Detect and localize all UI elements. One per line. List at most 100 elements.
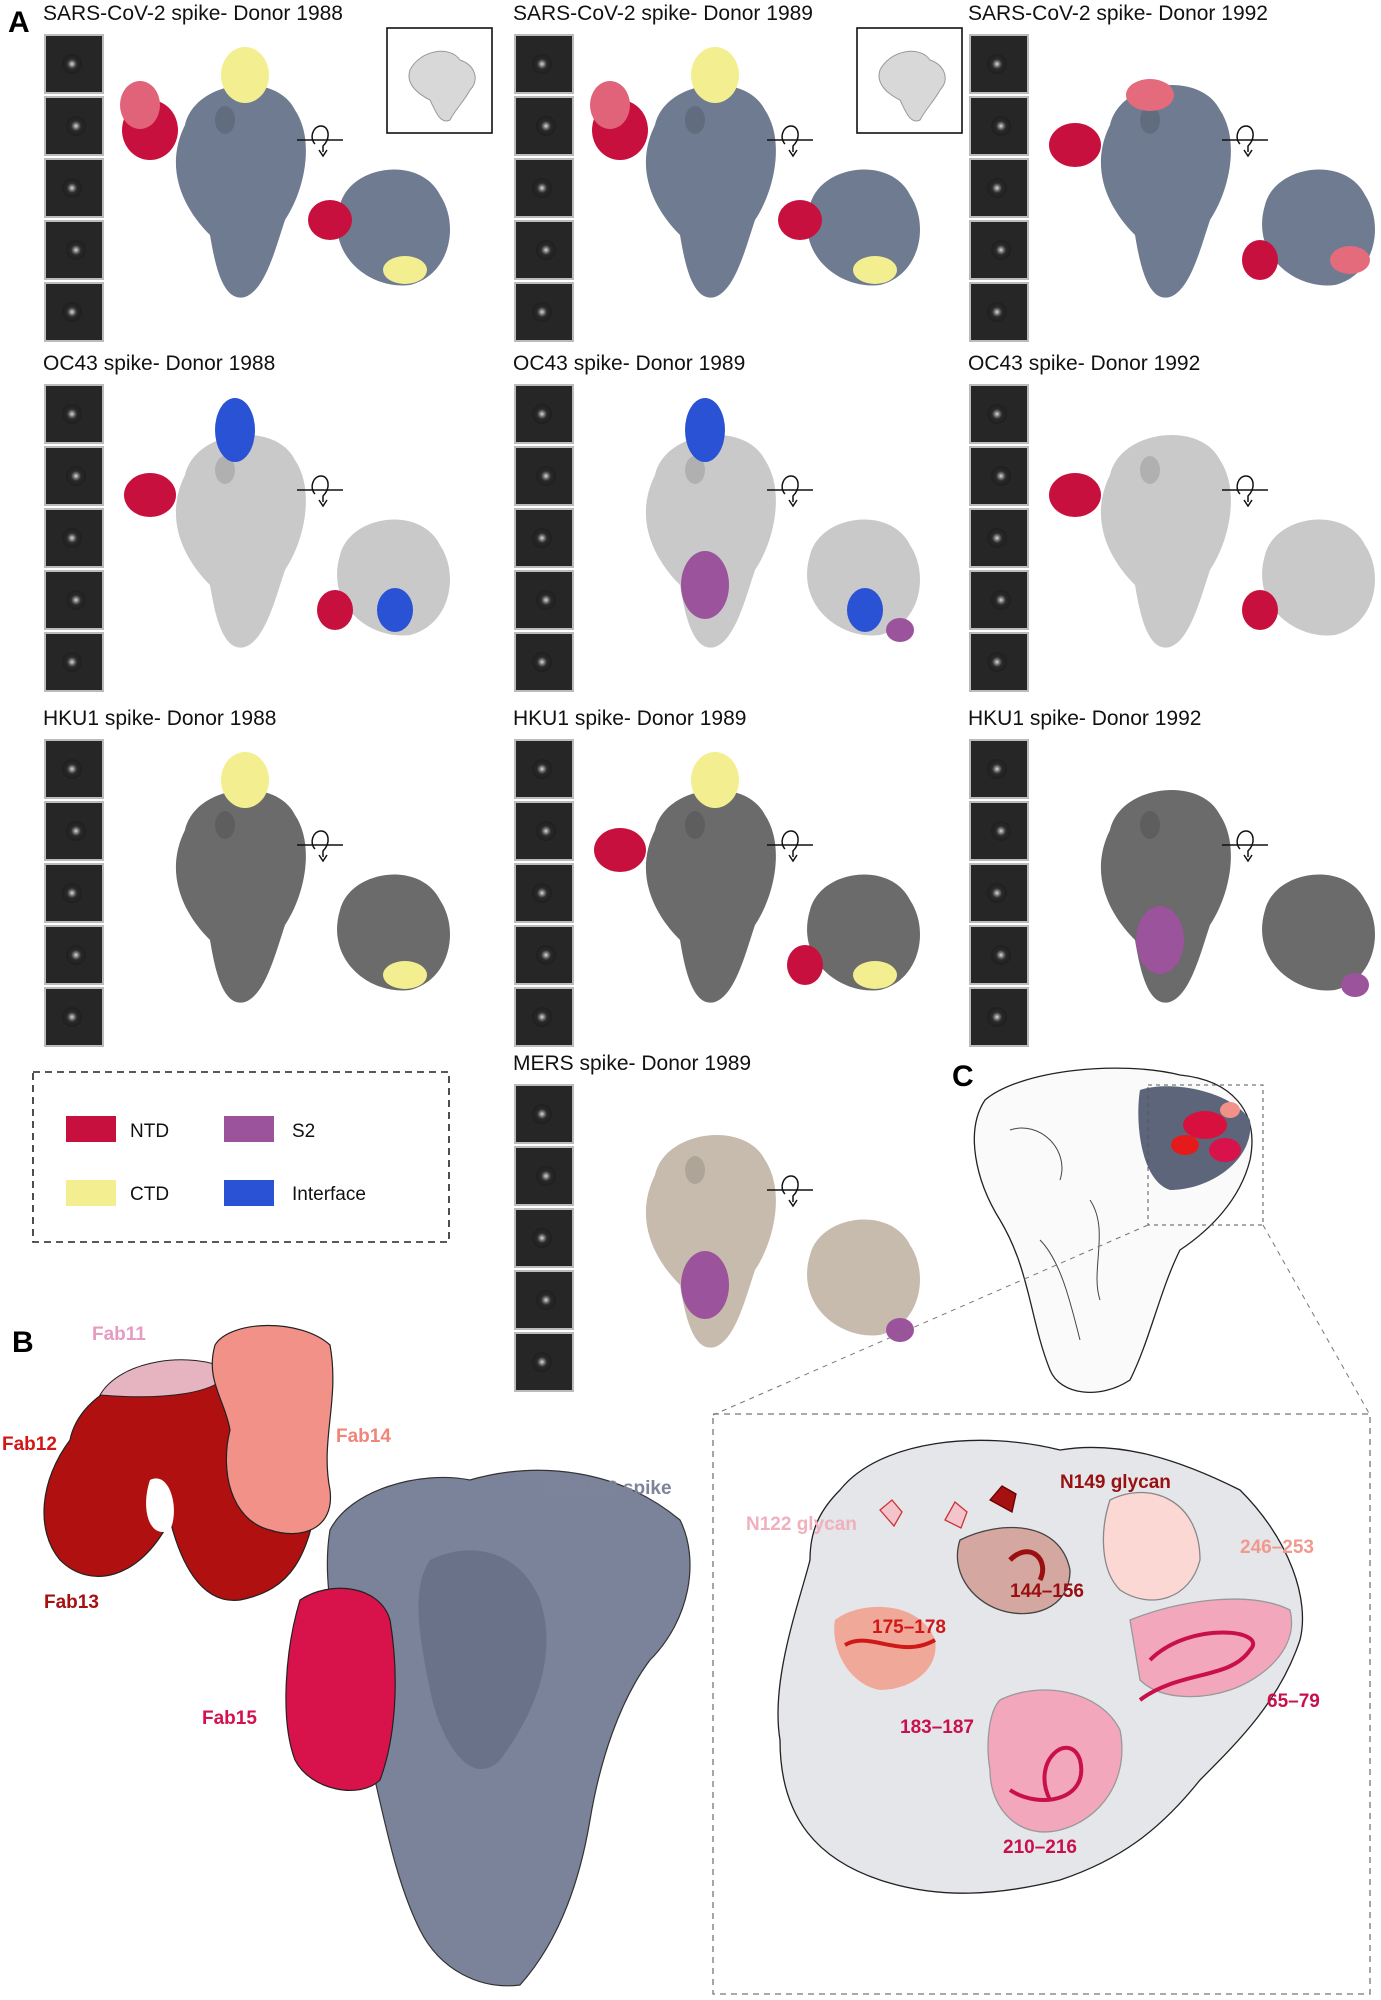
epitope-ntd-multi	[778, 200, 822, 240]
epitope-ntd	[1049, 123, 1101, 167]
panel-title: HKU1 spike- Donor 1988	[43, 707, 276, 730]
spike-map-rotated	[787, 874, 920, 991]
legend-label-interface: Interface	[292, 1184, 366, 1205]
panel-title: OC43 spike- Donor 1992	[968, 352, 1200, 375]
class-average-thumbnail	[44, 158, 104, 218]
epitope-s2	[681, 551, 729, 619]
panel-a-item: HKU1 spike- Donor 1992	[968, 707, 1375, 1047]
class-average-thumbnail	[514, 446, 574, 506]
inset-map	[386, 27, 493, 134]
epitope-ctd	[691, 47, 739, 103]
class-average-thumbnail	[514, 1208, 574, 1268]
class-average-thumbnail	[514, 158, 574, 218]
panel-letter-a: A	[8, 6, 30, 39]
zoom-box	[712, 1413, 1371, 1995]
panel-a-item: SARS-CoV-2 spike- Donor 1989	[513, 2, 963, 342]
panel-title: SARS-CoV-2 spike- Donor 1989	[513, 2, 813, 25]
spike-map-rotated	[1242, 169, 1375, 286]
fab14-density	[211, 1324, 334, 1535]
epitope-ntd-multi	[308, 200, 352, 240]
class-average-thumbnail	[44, 220, 104, 280]
class-average-thumbnail	[969, 446, 1029, 506]
spike-map-rotated	[308, 169, 450, 286]
rotate-arrow-icon	[1222, 125, 1268, 158]
spike-map-front	[1049, 79, 1231, 298]
epitope-interface	[377, 588, 413, 632]
spike-map-rotated	[807, 1219, 920, 1342]
class-average-thumbnail	[514, 1084, 574, 1144]
epitope-ctd	[853, 256, 897, 284]
epitope-interface	[685, 398, 725, 462]
panel-a-item: OC43 spike- Donor 1988	[43, 352, 450, 692]
class-average-thumbnail	[514, 801, 574, 861]
legend-swatch-ntd	[66, 1116, 116, 1142]
class-average-thumbnail	[969, 987, 1029, 1047]
epitope-ctd	[691, 752, 739, 808]
label-sars2-spike: SARS-2 spike	[548, 1478, 672, 1499]
class-average-thumbnail	[969, 384, 1029, 444]
rotate-arrow-icon	[297, 830, 343, 863]
epitope-s2	[886, 1318, 914, 1342]
rotate-arrow-icon	[767, 475, 813, 508]
inset-map	[856, 27, 963, 134]
class-average-thumbnail	[969, 96, 1029, 156]
legend-label-s2: S2	[292, 1121, 315, 1142]
panel-c: C N149 glycan	[712, 1060, 1371, 1995]
class-average-thumbnail	[969, 34, 1029, 94]
panel-a-item: OC43 spike- Donor 1989	[513, 352, 920, 692]
class-average-thumbnail	[514, 96, 574, 156]
label-n122-glycan: N122 glycan	[746, 1514, 857, 1535]
spike-map-rotated	[1262, 874, 1375, 997]
class-average-thumbnail	[514, 570, 574, 630]
panel-a-item: HKU1 spike- Donor 1988	[43, 707, 450, 1047]
class-average-thumbnail	[44, 34, 104, 94]
fab15-density	[285, 1587, 396, 1791]
label-65-79: 65–79	[1267, 1691, 1320, 1712]
legend-swatch-interface	[224, 1180, 274, 1206]
epitope-s2	[681, 1251, 729, 1319]
sars2-spike-density	[326, 1469, 691, 1987]
class-average-thumbnail	[969, 220, 1029, 280]
spike-map-rotated	[778, 169, 920, 286]
class-average-thumbnail	[969, 508, 1029, 568]
rotate-arrow-icon	[767, 125, 813, 158]
spike-map-front	[590, 47, 776, 298]
class-average-thumbnail	[969, 632, 1029, 692]
class-average-thumbnail	[44, 570, 104, 630]
label-144-156: 144–156	[1010, 1581, 1084, 1602]
legend: NTD S2 CTD Interface	[32, 1071, 450, 1243]
legend-label-ctd: CTD	[130, 1184, 169, 1205]
spike-map-front	[1100, 789, 1231, 1003]
label-fab13: Fab13	[44, 1592, 99, 1613]
spike-map-front	[594, 752, 776, 1003]
class-average-thumbnail	[44, 508, 104, 568]
class-average-thumbnail	[44, 446, 104, 506]
spike-map-front	[645, 1134, 776, 1348]
epitope-ctd	[383, 256, 427, 284]
class-average-thumbnail	[44, 925, 104, 985]
legend-swatch-s2	[224, 1116, 274, 1142]
class-average-thumbnail	[44, 863, 104, 923]
class-average-thumbnail	[969, 801, 1029, 861]
panel-title: HKU1 spike- Donor 1992	[968, 707, 1201, 730]
panel-title: SARS-CoV-2 spike- Donor 1988	[43, 2, 343, 25]
epitope-ntd-light	[1330, 246, 1370, 274]
class-average-thumbnail	[514, 925, 574, 985]
epitope-ntd-light	[1126, 79, 1174, 111]
class-average-thumbnail	[514, 508, 574, 568]
rotate-arrow-icon	[1222, 830, 1268, 863]
class-average-thumbnail	[969, 282, 1029, 342]
rotate-arrow-icon	[297, 125, 343, 158]
label-fab12: Fab12	[2, 1434, 57, 1455]
class-average-thumbnail	[44, 987, 104, 1047]
ntd-epitope-overview	[1138, 1086, 1251, 1190]
spike-map-front	[120, 47, 306, 298]
label-fab11: Fab11	[92, 1324, 146, 1345]
panel-a-item: MERS spike- Donor 1989	[513, 1052, 920, 1392]
panel-title: OC43 spike- Donor 1989	[513, 352, 745, 375]
label-175-178: 175–178	[872, 1617, 946, 1638]
epitope-ctd	[221, 47, 269, 103]
spike-map-rotated	[1242, 519, 1375, 636]
class-average-thumbnail	[44, 96, 104, 156]
label-fab15: Fab15	[202, 1708, 257, 1729]
